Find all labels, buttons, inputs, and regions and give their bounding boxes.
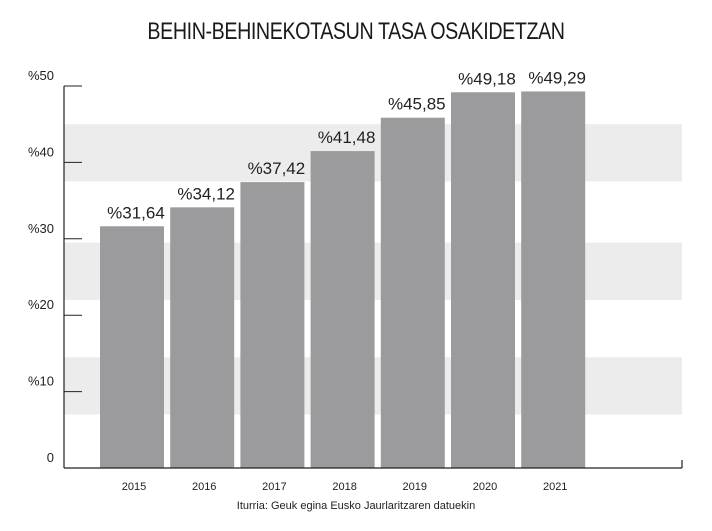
axes (63, 86, 683, 469)
bar-2015 (100, 226, 164, 468)
value-label: %34,12 (177, 184, 235, 203)
bar-2021 (521, 91, 586, 468)
y-tick-label: %40 (28, 144, 54, 159)
x-tick-label: 2015 (122, 481, 146, 493)
x-tick-label: 2017 (262, 481, 286, 493)
value-label: %41,48 (318, 128, 376, 147)
source-note: Iturria: Geuk egina Eusko Jaurlaritzaren… (236, 500, 476, 512)
x-tick-label: 2021 (543, 481, 567, 493)
chart-title: BEHIN-BEHINEKOTASUN TASA OSAKIDETZAN (147, 18, 565, 45)
x-tick-label: 2020 (473, 481, 497, 493)
bar-2020 (451, 92, 515, 468)
bar-2018 (310, 151, 375, 468)
bar-2016 (170, 207, 235, 469)
y-axis-ticks: 0 %10 %20 %30 %40 %50 (28, 68, 82, 469)
value-labels: %31,64 %34,12 %37,42 %41,48 %45,85 %49,18 %49,… (107, 68, 586, 222)
y-tick-label: %50 (28, 68, 54, 83)
x-tick-label: 2018 (332, 481, 356, 493)
bar-2017 (240, 182, 305, 468)
x-axis-labels: 2015 2016 2017 2018 2019 2020 2021 (122, 481, 568, 493)
value-label: %37,42 (248, 159, 306, 178)
bar-2019 (380, 117, 445, 469)
y-tick-label: 0 (47, 450, 54, 465)
value-label: %49,18 (458, 69, 516, 88)
y-tick-label: %30 (28, 221, 54, 236)
y-tick-label: %20 (28, 297, 54, 312)
y-tick-label: %10 (28, 374, 54, 389)
x-tick-label: 2016 (192, 481, 216, 493)
value-label: %45,85 (388, 95, 446, 114)
x-tick-label: 2019 (403, 481, 427, 493)
value-label: %49,29 (528, 68, 586, 87)
bars (100, 91, 586, 469)
value-label: %31,64 (107, 203, 165, 222)
